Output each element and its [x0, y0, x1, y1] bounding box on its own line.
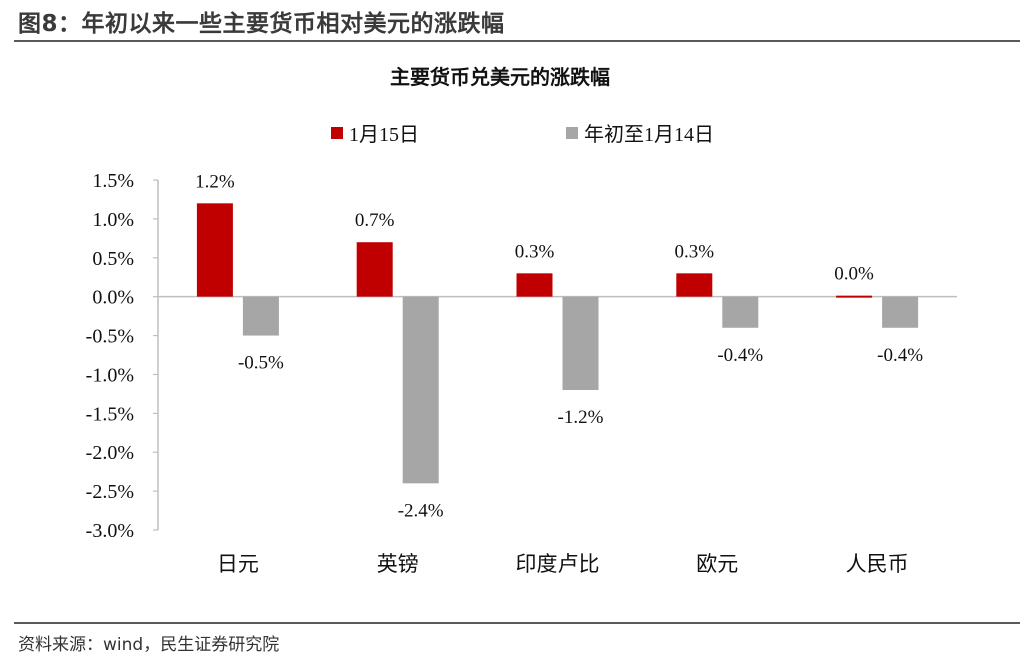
legend-swatch-series-2 [566, 127, 578, 139]
figure-header: 图8：年初以来一些主要货币相对美元的涨跌幅 [0, 0, 1024, 44]
bar-series-2 [242, 296, 279, 336]
y-tick-label: -1.0% [86, 364, 134, 386]
data-label: -0.4% [877, 345, 923, 366]
bar-series-2 [882, 296, 919, 328]
chart-title: 主要货币兑美元的涨跌幅 [390, 65, 610, 89]
bar-series-2 [562, 296, 599, 390]
data-label: 0.3% [675, 241, 715, 262]
data-label: -0.5% [238, 353, 284, 374]
data-label: -2.4% [398, 500, 444, 521]
y-tick-label: 1.0% [92, 209, 134, 231]
y-tick-label: 0.5% [92, 248, 134, 270]
data-label: -1.2% [558, 407, 604, 428]
data-label: 1.2% [195, 171, 235, 192]
bar-series-1 [196, 203, 233, 297]
y-tick-label: -1.5% [86, 403, 134, 425]
legend-label-series-1: 1月15日 [349, 124, 419, 146]
category-label: 日元 [217, 552, 259, 576]
data-label: -0.4% [717, 345, 763, 366]
figure-title: 图8：年初以来一些主要货币相对美元的涨跌幅 [18, 11, 505, 37]
bottom-divider [14, 622, 1020, 624]
bar-series-2 [402, 296, 439, 484]
top-divider [14, 40, 1020, 42]
bar-series-1 [836, 295, 873, 298]
data-label: 0.7% [355, 210, 395, 231]
bar-chart: 主要货币兑美元的涨跌幅 1月15日 年初至1月14日 1.5% 1.0% 0.5% 0… [86, 65, 957, 576]
bar-series-1 [676, 273, 713, 297]
y-tick-label: 1.5% [92, 170, 134, 192]
category-label: 英镑 [377, 552, 419, 576]
y-tick-label: -3.0% [86, 520, 134, 542]
data-label: 0.0% [834, 264, 874, 285]
category-label: 印度卢比 [516, 552, 600, 576]
category-label: 人民币 [846, 552, 909, 576]
data-labels: 1.2% -0.5% 0.7% -2.4% 0.3% -1.2% 0.3% -0.4% 0.0%… [195, 171, 923, 521]
legend-label-series-2: 年初至1月14日 [584, 123, 714, 146]
y-tick-label: 0.0% [92, 287, 134, 309]
bar-series-2 [722, 296, 759, 328]
y-tick-label: -0.5% [86, 326, 134, 348]
legend-swatch-series-1 [331, 127, 343, 139]
bar-series-1 [356, 242, 393, 297]
y-tick-label: -2.0% [86, 442, 134, 464]
source-note: 资料来源：wind，民生证券研究院 [18, 635, 280, 655]
category-label: 欧元 [696, 552, 738, 576]
category-labels: 日元 英镑 印度卢比 欧元 人民币 [217, 552, 909, 576]
data-label: 0.3% [515, 241, 555, 262]
bar-series-1 [516, 273, 553, 297]
y-axis-ticks: 1.5% 1.0% 0.5% 0.0% -0.5% -1.0% -1.5% -2.0% -2.5… [86, 170, 158, 542]
bars [196, 203, 919, 484]
legend: 1月15日 年初至1月14日 [331, 123, 714, 146]
y-tick-label: -2.5% [86, 481, 134, 503]
